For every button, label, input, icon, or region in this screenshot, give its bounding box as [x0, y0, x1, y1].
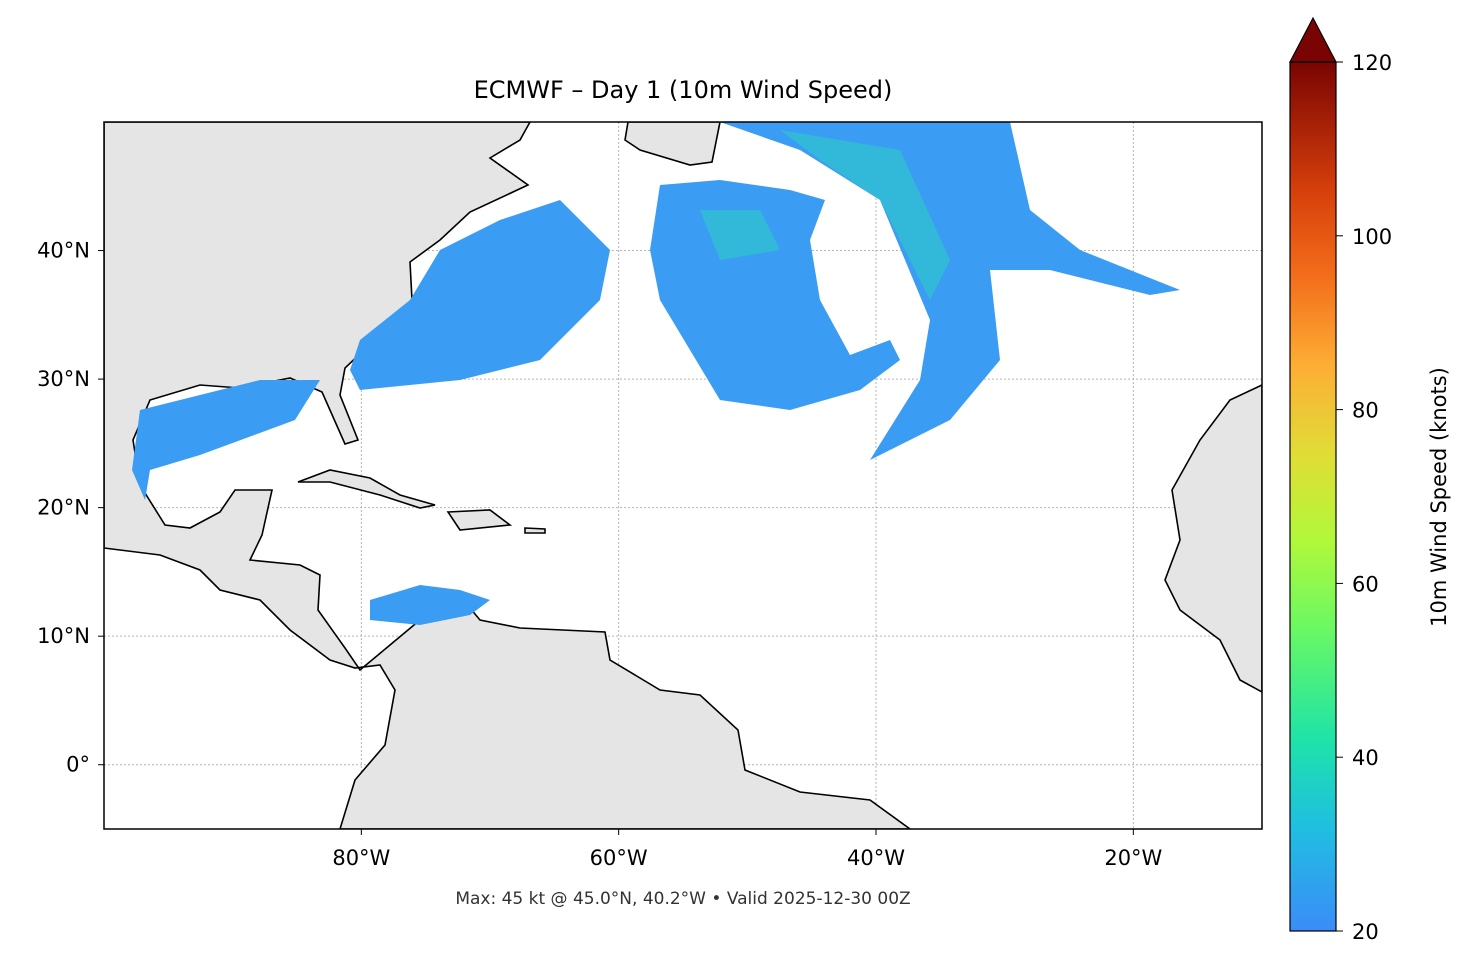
y-tick-label: 10°N: [37, 624, 90, 648]
footer: Max: 45 kt @ 45.0°N, 40.2°W • Valid 2025…: [455, 889, 910, 909]
map-area: [104, 122, 1262, 829]
x-tick-label: 40°W: [847, 846, 905, 870]
colorbar-tick-label: 80: [1352, 399, 1379, 423]
colorbar-tick-label: 60: [1352, 572, 1379, 596]
wind-northeast: [720, 122, 1180, 460]
colorbar-tick-label: 20: [1352, 920, 1379, 944]
cuba: [297, 469, 436, 509]
newfoundland: [624, 122, 721, 166]
map-frame: [103, 121, 1263, 830]
americas: [104, 122, 912, 829]
x-tick-label: 20°W: [1104, 846, 1162, 870]
wind-caribbean: [370, 585, 490, 625]
colorbar: [1290, 62, 1336, 931]
colorbar-extend: [1289, 16, 1337, 63]
colorbar-tick-label: 120: [1352, 51, 1392, 75]
hispaniola: [446, 509, 513, 531]
y-tick-label: 40°N: [37, 239, 90, 263]
puerto-rico: [524, 527, 546, 534]
wind-gulf: [132, 380, 320, 500]
colorbar-label: 10m Wind Speed (knots): [1427, 367, 1451, 627]
y-tick-label: 0°: [66, 753, 90, 777]
wind-strong-2: [700, 210, 780, 260]
map-title: ECMWF – Day 1 (10m Wind Speed): [474, 76, 893, 104]
y-tick-label: 20°N: [37, 496, 90, 520]
wind-east-coast: [350, 200, 610, 390]
x-tick-label: 80°W: [332, 846, 390, 870]
colorbar-frame: [1289, 61, 1337, 932]
colorbar-tick-label: 100: [1352, 225, 1392, 249]
colorbar-tick-label: 40: [1352, 746, 1379, 770]
wind-strong: [780, 130, 950, 300]
africa: [1164, 384, 1262, 693]
x-tick-label: 60°W: [590, 846, 648, 870]
axis-ticks: 80°W 60°W 40°W 20°W 0° 10°N 20°N 30°N 40°N: [37, 239, 1162, 870]
y-tick-label: 30°N: [37, 367, 90, 391]
